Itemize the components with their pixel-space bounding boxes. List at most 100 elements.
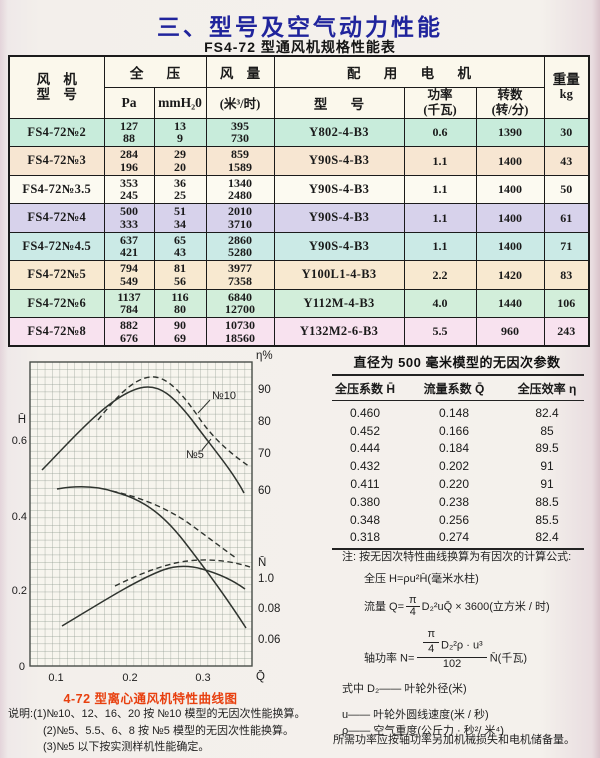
mmh2o-cell: 51 34 [153, 203, 207, 233]
fan-model-cell: FS4-72№2 [8, 117, 105, 147]
spec-table: 风 机 型 号 全 压 风 量 配 用 电 机 重量 kg Pa mmH₂0 (… [8, 55, 590, 347]
air-volume-cell: 6840 12700 [205, 288, 275, 318]
dimensionless-table: 全压系数 H̄ 流量系数 Q̄ 全压效率 η 0.460 0.148 82.4 0.4… [332, 374, 584, 551]
mmh2o-cell: 13 9 [153, 117, 207, 147]
fan-model-cell: FS4-72№5 [8, 260, 105, 290]
eta-tick-80: 80 [258, 416, 271, 428]
dim-value-cell: 88.5 [535, 494, 559, 509]
dim-header-Q: 流量系数 Q̄ [423, 382, 485, 396]
power-cell: 1.1 [403, 146, 477, 176]
mmh2o-cell: 90 69 [153, 317, 207, 347]
chart-caption: 4-72 型离心通风机特性曲线图 [63, 692, 238, 706]
dim-value-cell: 0.166 [438, 423, 470, 438]
chart-border [29, 361, 253, 667]
spec-table-row: FS4-72№4 500 333 51 34 2010 3710 Y90S-4-B3 1.1 14… [8, 203, 590, 233]
leader-line-no10 [197, 399, 211, 414]
dim-value-cell: 82.4 [535, 530, 559, 545]
col-header-total-pressure: 全 压 [103, 55, 207, 88]
eta-tick-90: 90 [258, 384, 271, 396]
col-header-mmh2o: mmH₂0 [153, 86, 207, 119]
pressure-curve-no5-solid [56, 486, 247, 629]
eta-tick-70: 70 [258, 448, 271, 460]
formula-flow-lhs: 流量 Q= [364, 601, 405, 614]
dim-value-cell: 82.4 [535, 405, 559, 420]
speed-cell: 1400 [475, 231, 545, 261]
y-axis-label-N: N̄ [258, 556, 266, 569]
formula-power-denominator: 102 [442, 658, 462, 670]
eta-tick-60: 60 [258, 485, 271, 497]
speed-cell: 1400 [475, 203, 545, 233]
motor-model-cell: Y90S-4-B3 [273, 174, 405, 204]
air-volume-cell: 395 730 [205, 117, 275, 147]
x-axis-label-Q: Q̄ [256, 670, 265, 683]
power-curve-no10-dashed [114, 559, 251, 587]
col-header-pa: Pa [103, 86, 155, 119]
formula-flow-rhs: D₂²uQ̄ × 3600(立方米 / 时) [421, 601, 550, 614]
spec-table-row: FS4-72№4.5 637 421 65 43 2860 5280 Y90S-4-B3 1.1… [8, 231, 590, 261]
frac-num: π [423, 628, 440, 643]
pa-cell: 353 245 [103, 174, 155, 204]
power-cell: 1.1 [403, 231, 477, 261]
dim-value-cell: 0.348 [349, 512, 381, 527]
fan-model-cell: FS4-72№3.5 [8, 174, 105, 204]
fan-model-cell: FS4-72№6 [8, 288, 105, 318]
col-header-speed: 转数 (转/分) [475, 86, 545, 119]
power-cell: 0.6 [403, 117, 477, 147]
dim-header-H: 全压系数 H̄ [334, 382, 395, 396]
power-cell: 1.1 [403, 174, 477, 204]
air-volume-cell: 2010 3710 [205, 203, 275, 233]
dimensionless-table-header: 全压系数 H̄ 流量系数 Q̄ 全压效率 η [332, 376, 584, 401]
spec-table-row: FS4-72№3.5 353 245 36 25 1340 2480 Y90S-4-B3 1.1… [8, 174, 590, 204]
speed-header-line1: 转数 [497, 87, 523, 102]
n-tick-006: 0.06 [258, 634, 280, 646]
pa-cell: 127 88 [103, 117, 155, 147]
formula-power-rhs: N̄(千瓦) [489, 652, 528, 665]
fan-model-header-line2: 型 号 [36, 87, 82, 103]
spec-table-row: FS4-72№2 127 88 13 9 395 730 Y802-4-B3 0.6 1390 30 [8, 117, 590, 147]
col-header-motor-model: 型 号 [273, 86, 405, 119]
formula-shaft-power: 轴功率 N= π 4 D₂²ρ · u³ 102 N̄(千瓦) [342, 627, 594, 671]
weight-header-line1: 重量 [552, 72, 580, 88]
weight-header-line2: kg [559, 87, 573, 102]
col-header-air-volume: 风 量 [205, 55, 275, 88]
dim-value-cell: 85 [540, 423, 554, 438]
speed-cell: 960 [475, 317, 545, 347]
dim-value-cell: 0.444 [349, 441, 381, 456]
x-tick-01: 0.1 [48, 672, 63, 684]
dim-value-cell: 91 [540, 459, 554, 474]
explanation-item-2: (2)№5、5.5、6、8 按 №5 模型的无因次性能换算。 [43, 724, 294, 737]
col-header-motor-group: 配 用 电 机 [273, 55, 545, 88]
formula-power-lhs: 轴功率 N= [364, 652, 415, 665]
fan-model-cell: FS4-72№8 [8, 317, 105, 347]
leader-line-no5 [201, 438, 212, 451]
spec-table-row: FS4-72№8 882 676 90 69 10730 18560 Y132M2-6-B3 5… [8, 317, 590, 347]
curve-label-no10: №10 [212, 390, 236, 402]
col-header-power: 功率 (千瓦) [403, 86, 477, 119]
spec-table-row: FS4-72№6 1137 784 116 80 6840 12700 Y112M-4-B3 4… [8, 288, 590, 318]
performance-chart: №10 №5 H̄ 0.6 0.4 0.2 0 η% 90 80 70 60 N… [12, 350, 281, 684]
power-reserve-note: 所需功率应按轴功率另加机械损失和电机储备量。 [333, 734, 575, 746]
dim-value-cell: 0.318 [349, 530, 381, 545]
pa-cell: 882 676 [103, 317, 155, 347]
curve-label-no5: №5 [186, 449, 204, 461]
dim-header-eta: 全压效率 η [517, 382, 577, 396]
weight-cell: 106 [543, 288, 590, 318]
x-tick-03: 0.3 [195, 672, 210, 684]
spec-table-row: FS4-72№5 794 549 81 56 3977 7358 Y100L1-4-B3 2.2… [8, 260, 590, 290]
explanation-item-3: (3)№5 以下按实测样机性能确定。 [43, 741, 210, 753]
frac-den: 4 [409, 606, 416, 618]
dim-value-cell: 0.411 [350, 477, 380, 492]
spec-table-row: FS4-72№3 284 196 29 20 859 1589 Y90S-4-B3 1.1 140… [8, 146, 590, 176]
formula-where-2: u—— 叶轮外圆线速度(米 / 秒) [342, 709, 489, 721]
speed-cell: 1400 [475, 174, 545, 204]
pa-cell: 500 333 [103, 203, 155, 233]
power-curve-no5-solid [61, 565, 246, 627]
fan-model-cell: FS4-72№4 [8, 203, 105, 233]
explanation-item-1: (1)№10、12、16、20 按 №10 模型的无因次性能换算。 [33, 708, 306, 720]
page-subtitle: FS4-72 型通风机规格性能表 [204, 39, 396, 55]
dim-value-cell: 0.148 [438, 405, 470, 420]
dim-value-cell: 0.202 [438, 459, 470, 474]
weight-cell: 43 [543, 146, 590, 176]
power-cell: 5.5 [403, 317, 477, 347]
power-header-line1: 功率 [427, 87, 453, 102]
